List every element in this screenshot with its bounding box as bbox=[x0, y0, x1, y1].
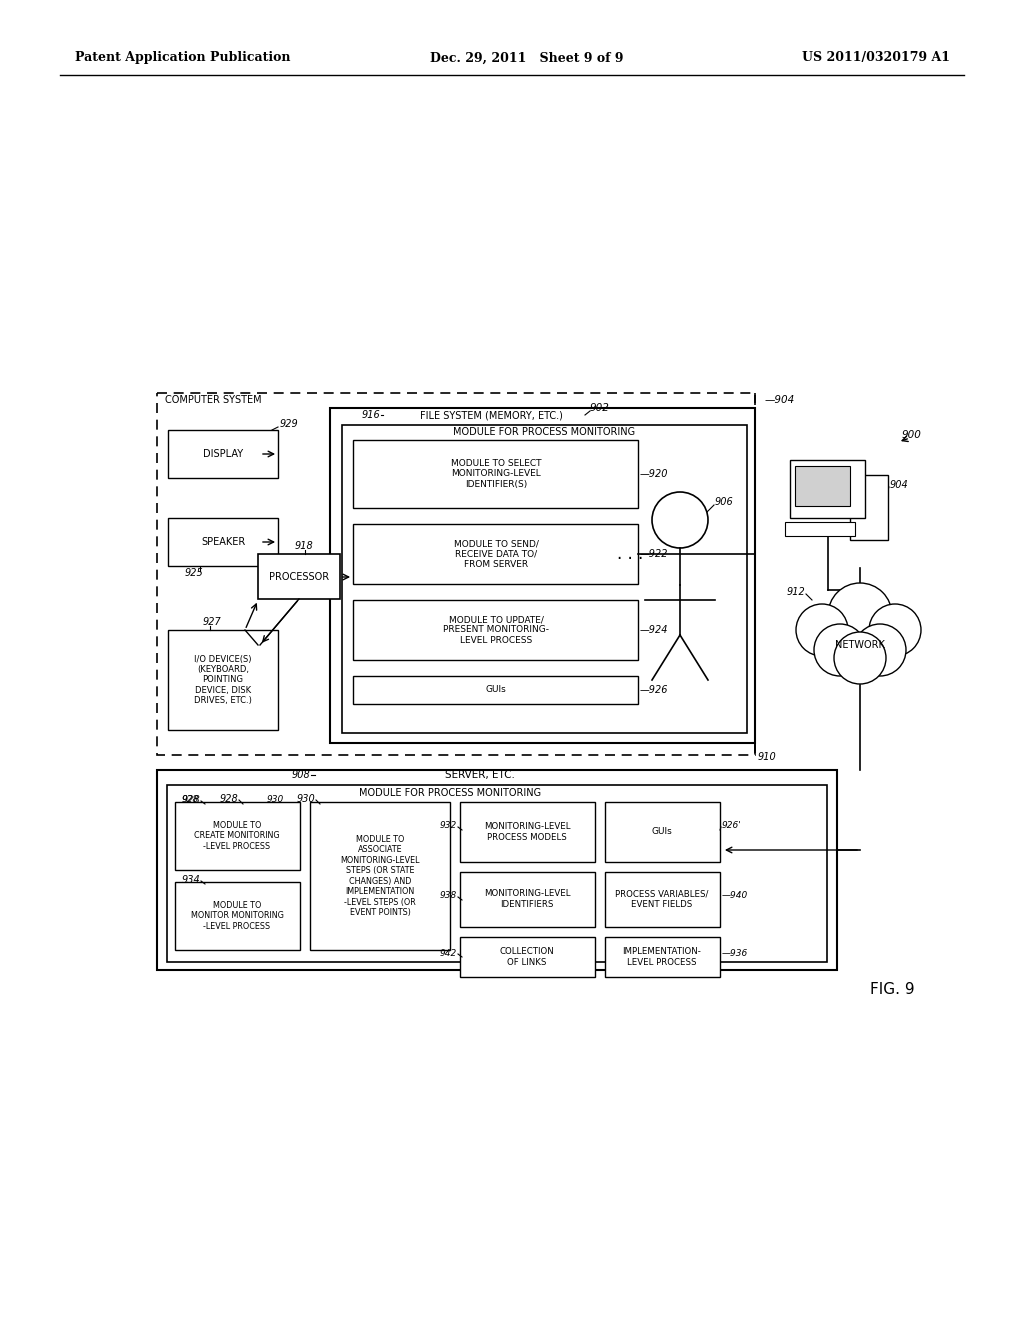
Text: MONITORING-LEVEL
PROCESS MODELS: MONITORING-LEVEL PROCESS MODELS bbox=[483, 822, 570, 842]
Bar bbox=[353, 524, 638, 583]
Text: FILE SYSTEM (MEMORY, ETC.): FILE SYSTEM (MEMORY, ETC.) bbox=[420, 411, 563, 420]
Text: MODULE TO SELECT
MONITORING-LEVEL
IDENTIFIER(S): MODULE TO SELECT MONITORING-LEVEL IDENTI… bbox=[451, 459, 542, 488]
Bar bbox=[342, 425, 746, 733]
Text: MODULE FOR PROCESS MONITORING: MODULE FOR PROCESS MONITORING bbox=[359, 788, 541, 799]
Bar bbox=[168, 517, 278, 566]
Bar bbox=[258, 554, 340, 599]
Text: GUIs: GUIs bbox=[485, 685, 507, 694]
Bar bbox=[330, 408, 755, 743]
Text: IMPLEMENTATION-
LEVEL PROCESS: IMPLEMENTATION- LEVEL PROCESS bbox=[623, 948, 701, 966]
Text: MODULE FOR PROCESS MONITORING: MODULE FOR PROCESS MONITORING bbox=[453, 426, 635, 437]
Text: COMPUTER SYSTEM: COMPUTER SYSTEM bbox=[165, 395, 261, 405]
Text: COLLECTION
OF LINKS: COLLECTION OF LINKS bbox=[500, 948, 554, 966]
Bar bbox=[168, 430, 278, 478]
Text: 926': 926' bbox=[722, 821, 741, 830]
Text: SPEAKER: SPEAKER bbox=[201, 537, 245, 546]
Bar bbox=[353, 440, 638, 508]
Text: MONITORING-LEVEL
IDENTIFIERS: MONITORING-LEVEL IDENTIFIERS bbox=[483, 890, 570, 908]
Text: GUIs: GUIs bbox=[651, 828, 673, 837]
Text: Patent Application Publication: Patent Application Publication bbox=[75, 51, 291, 65]
Text: 938: 938 bbox=[439, 891, 457, 900]
Text: SERVER, ETC.: SERVER, ETC. bbox=[445, 770, 515, 780]
Text: —904: —904 bbox=[765, 395, 796, 405]
Text: DISPLAY: DISPLAY bbox=[203, 449, 243, 459]
Text: US 2011/0320179 A1: US 2011/0320179 A1 bbox=[802, 51, 950, 65]
Bar bbox=[175, 803, 300, 870]
Text: . . .: . . . bbox=[616, 545, 643, 564]
Bar bbox=[460, 937, 595, 977]
Text: MODULE TO SEND/
RECEIVE DATA TO/
FROM SERVER: MODULE TO SEND/ RECEIVE DATA TO/ FROM SE… bbox=[454, 539, 539, 569]
Bar bbox=[460, 873, 595, 927]
Text: 908: 908 bbox=[291, 770, 310, 780]
Text: —920: —920 bbox=[640, 469, 669, 479]
Text: 928: 928 bbox=[181, 795, 200, 805]
Text: —924: —924 bbox=[640, 624, 669, 635]
Text: 942: 942 bbox=[439, 949, 457, 957]
Text: MODULE TO
ASSOCIATE
MONITORING-LEVEL
STEPS (OR STATE
CHANGES) AND
IMPLEMENTATION: MODULE TO ASSOCIATE MONITORING-LEVEL STE… bbox=[340, 836, 420, 917]
Bar bbox=[157, 393, 755, 755]
Bar bbox=[167, 785, 827, 962]
Text: 930: 930 bbox=[267, 796, 285, 804]
Bar bbox=[310, 803, 450, 950]
Circle shape bbox=[834, 632, 886, 684]
Text: MODULE TO UPDATE/
PRESENT MONITORING-
LEVEL PROCESS: MODULE TO UPDATE/ PRESENT MONITORING- LE… bbox=[443, 615, 549, 645]
Text: 930: 930 bbox=[296, 795, 315, 804]
Text: PROCESSOR: PROCESSOR bbox=[269, 572, 329, 582]
Text: —926: —926 bbox=[640, 685, 669, 696]
Bar bbox=[850, 475, 888, 540]
Text: PROCESS VARIABLES/
EVENT FIELDS: PROCESS VARIABLES/ EVENT FIELDS bbox=[615, 890, 709, 908]
Text: MODULE TO
MONITOR MONITORING
-LEVEL PROCESS: MODULE TO MONITOR MONITORING -LEVEL PROC… bbox=[190, 902, 284, 931]
Bar bbox=[353, 601, 638, 660]
Circle shape bbox=[814, 624, 866, 676]
Circle shape bbox=[828, 583, 892, 647]
Circle shape bbox=[854, 624, 906, 676]
Bar bbox=[605, 873, 720, 927]
Text: —936: —936 bbox=[722, 949, 749, 957]
Text: —940: —940 bbox=[722, 891, 749, 900]
Bar bbox=[790, 459, 865, 517]
Text: 906: 906 bbox=[715, 498, 734, 507]
Bar bbox=[175, 882, 300, 950]
Bar bbox=[353, 676, 638, 704]
Text: 925: 925 bbox=[185, 568, 204, 578]
Text: 929: 929 bbox=[280, 418, 299, 429]
Bar bbox=[605, 803, 720, 862]
Text: 932: 932 bbox=[439, 821, 457, 830]
Text: MODULE TO
CREATE MONITORING
-LEVEL PROCESS: MODULE TO CREATE MONITORING -LEVEL PROCE… bbox=[195, 821, 280, 851]
Bar bbox=[795, 466, 850, 506]
Text: 928: 928 bbox=[182, 796, 200, 804]
Text: —922: —922 bbox=[640, 549, 669, 558]
Bar bbox=[168, 630, 278, 730]
Circle shape bbox=[869, 605, 921, 656]
Text: 912: 912 bbox=[786, 587, 805, 597]
Text: NETWORK: NETWORK bbox=[835, 640, 885, 649]
Circle shape bbox=[796, 605, 848, 656]
Text: 904: 904 bbox=[890, 480, 908, 490]
Text: 900: 900 bbox=[902, 430, 922, 440]
Text: 934: 934 bbox=[181, 875, 200, 884]
Text: 902: 902 bbox=[590, 403, 610, 413]
Text: I/O DEVICE(S)
(KEYBOARD,
POINTING
DEVICE, DISK
DRIVES, ETC.): I/O DEVICE(S) (KEYBOARD, POINTING DEVICE… bbox=[195, 655, 252, 705]
Bar bbox=[605, 937, 720, 977]
Bar bbox=[785, 521, 855, 536]
Text: 928: 928 bbox=[219, 795, 238, 804]
Text: 910: 910 bbox=[758, 752, 777, 762]
Text: 918: 918 bbox=[295, 541, 313, 550]
Text: 927: 927 bbox=[203, 616, 222, 627]
Text: 916: 916 bbox=[361, 411, 380, 420]
Bar bbox=[157, 770, 837, 970]
Text: FIG. 9: FIG. 9 bbox=[870, 982, 914, 998]
Bar bbox=[460, 803, 595, 862]
Text: Dec. 29, 2011   Sheet 9 of 9: Dec. 29, 2011 Sheet 9 of 9 bbox=[430, 51, 624, 65]
